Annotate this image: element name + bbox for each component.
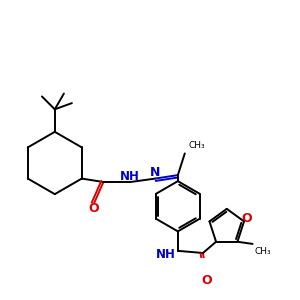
- Text: CH₃: CH₃: [188, 141, 205, 150]
- Text: NH: NH: [156, 248, 176, 261]
- Text: N: N: [150, 166, 161, 179]
- Text: O: O: [88, 202, 99, 215]
- Text: CH₃: CH₃: [254, 248, 271, 256]
- Text: O: O: [241, 212, 251, 225]
- Text: O: O: [201, 274, 212, 287]
- Text: NH: NH: [120, 170, 140, 183]
